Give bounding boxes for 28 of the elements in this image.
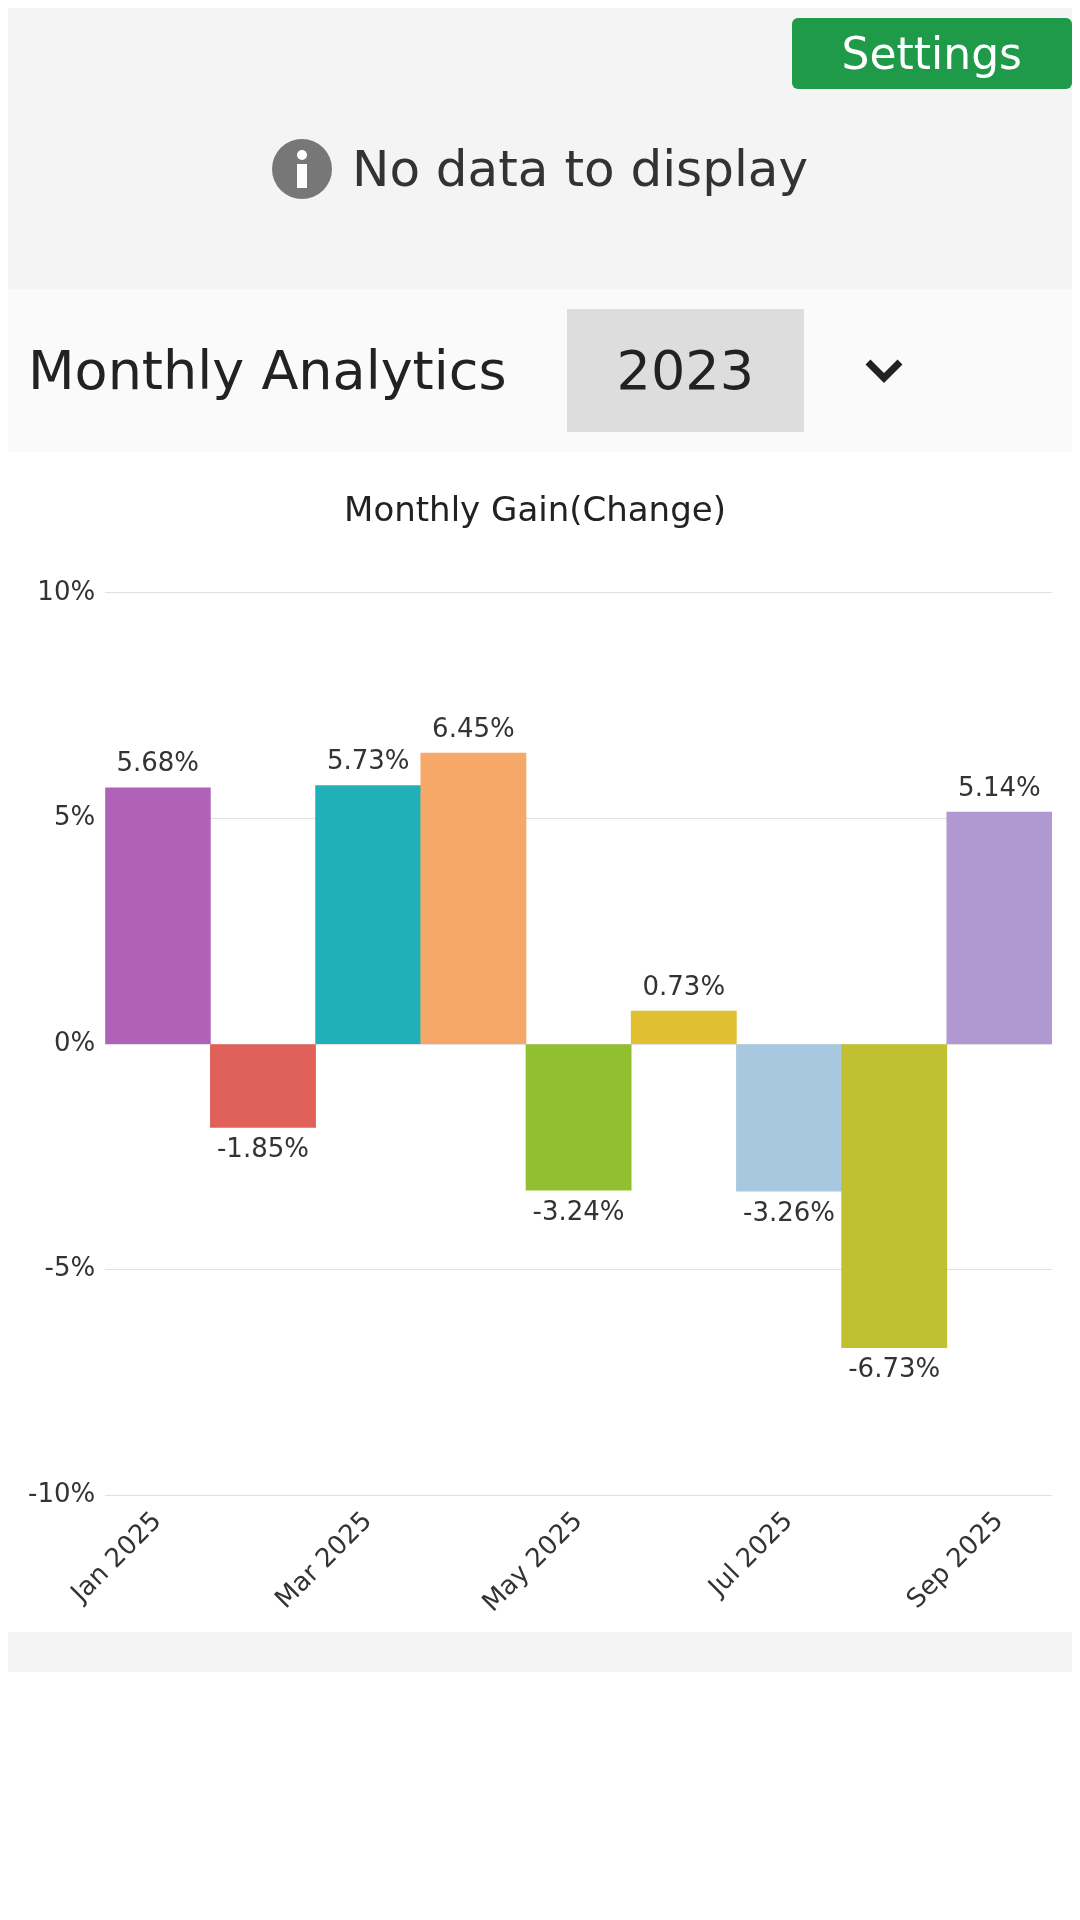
data-label: 0.73%	[642, 970, 726, 1001]
data-label: 5.68%	[116, 747, 200, 778]
bar	[105, 787, 211, 1044]
bar	[525, 1044, 632, 1191]
y-tick-label: -10%	[28, 1478, 96, 1509]
bar	[420, 752, 527, 1044]
bar	[630, 1010, 737, 1044]
data-label: 5.73%	[326, 745, 410, 776]
data-label: 6.45%	[432, 712, 515, 743]
y-tick-label: 0%	[53, 1026, 96, 1057]
data-label: -3.24%	[532, 1196, 625, 1226]
text: Settings	[791, 18, 1072, 89]
text: 2023	[566, 309, 805, 432]
chart-title: Monthly Gain(Change)	[344, 489, 726, 530]
data-label: -3.26%	[743, 1196, 835, 1227]
bar	[841, 1044, 948, 1349]
data-label: -1.85%	[216, 1133, 309, 1164]
bar	[736, 1044, 842, 1192]
bar	[315, 785, 422, 1044]
y-tick-label: 10%	[37, 575, 96, 606]
data-label: 5.14%	[958, 771, 1041, 802]
bar	[946, 811, 1052, 1044]
text: Monthly Analytics	[28, 339, 507, 402]
text: No data to display	[351, 140, 809, 198]
bar	[210, 1044, 316, 1128]
data-label: -6.73%	[848, 1353, 941, 1384]
y-tick-label: 5%	[53, 801, 96, 832]
y-tick-label: -5%	[44, 1252, 96, 1283]
